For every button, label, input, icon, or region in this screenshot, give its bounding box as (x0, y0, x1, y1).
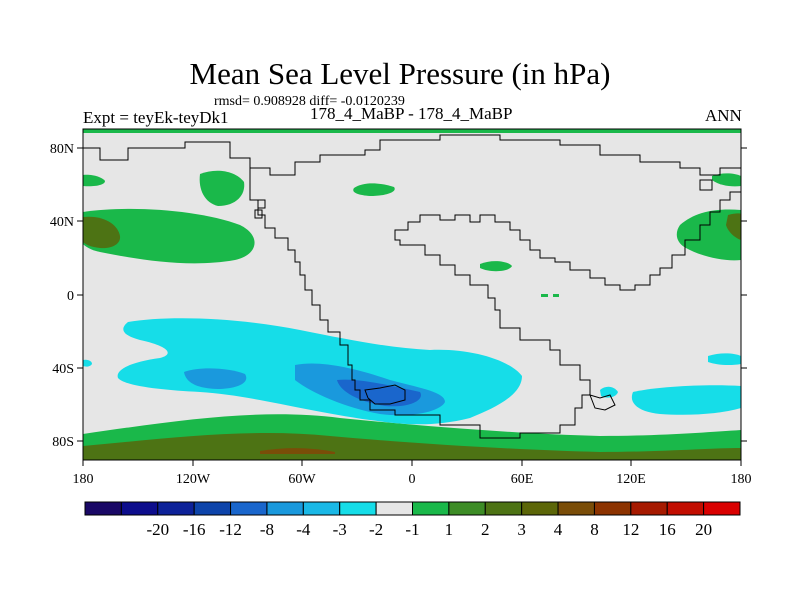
colorbar-swatch (521, 501, 559, 516)
colorbar-swatch (339, 501, 377, 516)
colorbar-swatch (630, 501, 668, 516)
positive-pacific-east-strong (726, 213, 741, 240)
negative-south-2 (184, 368, 247, 389)
colorbar-label: 16 (659, 520, 676, 539)
colorbar-swatch (157, 501, 195, 516)
map-panel: 80N 40N 0 40S 80S 180 120W 60W 0 60E 120… (50, 128, 752, 487)
lon-label-120e: 120E (616, 472, 646, 487)
colorbar-label: -20 (146, 520, 169, 539)
map-subtitle: 178_4_MaBP - 178_4_MaBP (310, 104, 513, 123)
positive-equatorial-spots (541, 294, 559, 297)
lat-label-80n: 80N (50, 142, 74, 157)
colorbar-label: 4 (554, 520, 563, 539)
positive-natlantic (353, 183, 395, 196)
colorbar-swatch (84, 501, 122, 516)
colorbar-swatch (448, 501, 486, 516)
colorbar-swatch (266, 501, 304, 516)
colorbar-swatch (120, 501, 159, 516)
colorbar-label: -4 (296, 520, 311, 539)
north-coast (83, 134, 741, 176)
colorbar: -20 -16 -12 -8 -4 -3 -2 -1 1 2 3 4 8 12 16 20 (84, 501, 741, 539)
colorbar-label: 2 (481, 520, 490, 539)
colorbar-label: -2 (369, 520, 383, 539)
colorbar-swatch (557, 501, 595, 516)
lat-label-eq: 0 (67, 289, 74, 304)
colorbar-label: -12 (219, 520, 242, 539)
lon-label-120w: 120W (176, 472, 211, 487)
positive-south-band-strong (83, 433, 741, 460)
colorbar-label: -16 (183, 520, 206, 539)
negative-west-edge (83, 359, 92, 367)
coastlines (83, 134, 741, 439)
colorbar-swatch (193, 501, 232, 516)
colorbar-swatch (230, 501, 268, 516)
colorbar-label: 3 (517, 520, 526, 539)
season-label: ANN (705, 106, 742, 125)
positive-npacific-west (83, 174, 105, 187)
negative-island (600, 386, 618, 398)
colorbar-label: -3 (333, 520, 347, 539)
colorbar-swatch (302, 501, 341, 516)
lat-label-40n: 40N (50, 215, 74, 230)
negative-southeast (631, 385, 741, 415)
negative-south-core (337, 379, 421, 407)
positive-npacific-strong (83, 216, 121, 249)
southern-island (589, 394, 616, 411)
experiment-label: Expt = teyEk-teyDk1 (83, 108, 229, 127)
stats-line: rmsd= 0.908928 diff= -0.0120239 (214, 94, 405, 109)
colorbar-label: 1 (445, 520, 454, 539)
positive-arctic-rim (83, 129, 741, 133)
positive-npacific (83, 208, 255, 264)
colorbar-label: 8 (590, 520, 599, 539)
colorbar-swatch (412, 501, 450, 516)
colorbar-swatch (484, 501, 523, 516)
colorbar-swatch (703, 501, 741, 516)
negative-southeast-small (708, 353, 741, 366)
colorbar-swatch (375, 501, 414, 516)
lon-label-0: 0 (409, 472, 416, 487)
axis-ticks (77, 147, 747, 466)
colorbar-label: 20 (695, 520, 712, 539)
colorbar-label: 12 (622, 520, 639, 539)
lon-label-180w: 180 (73, 472, 94, 487)
colorbar-label: -1 (405, 520, 419, 539)
lat-label-80s: 80S (52, 435, 74, 450)
colorbar-swatch (593, 501, 632, 516)
positive-ne-asia (712, 173, 741, 187)
lon-label-60w: 60W (288, 472, 316, 487)
southern-gulf (364, 384, 406, 405)
positive-tethys (480, 261, 512, 272)
positive-pacific-east (676, 209, 741, 261)
colorbar-swatch (666, 501, 705, 516)
small-islands-west (254, 199, 266, 219)
lat-label-40s: 40S (52, 362, 74, 377)
lon-label-60e: 60E (511, 472, 534, 487)
positive-north-americas (199, 170, 245, 206)
pangaea-coast (249, 168, 741, 439)
positive-south-band-max (260, 448, 335, 454)
map-title: Mean Sea Level Pressure (in hPa) (189, 56, 611, 91)
colorbar-label: -8 (260, 520, 274, 539)
lon-label-180e: 180 (731, 472, 752, 487)
small-island-east (699, 179, 713, 191)
